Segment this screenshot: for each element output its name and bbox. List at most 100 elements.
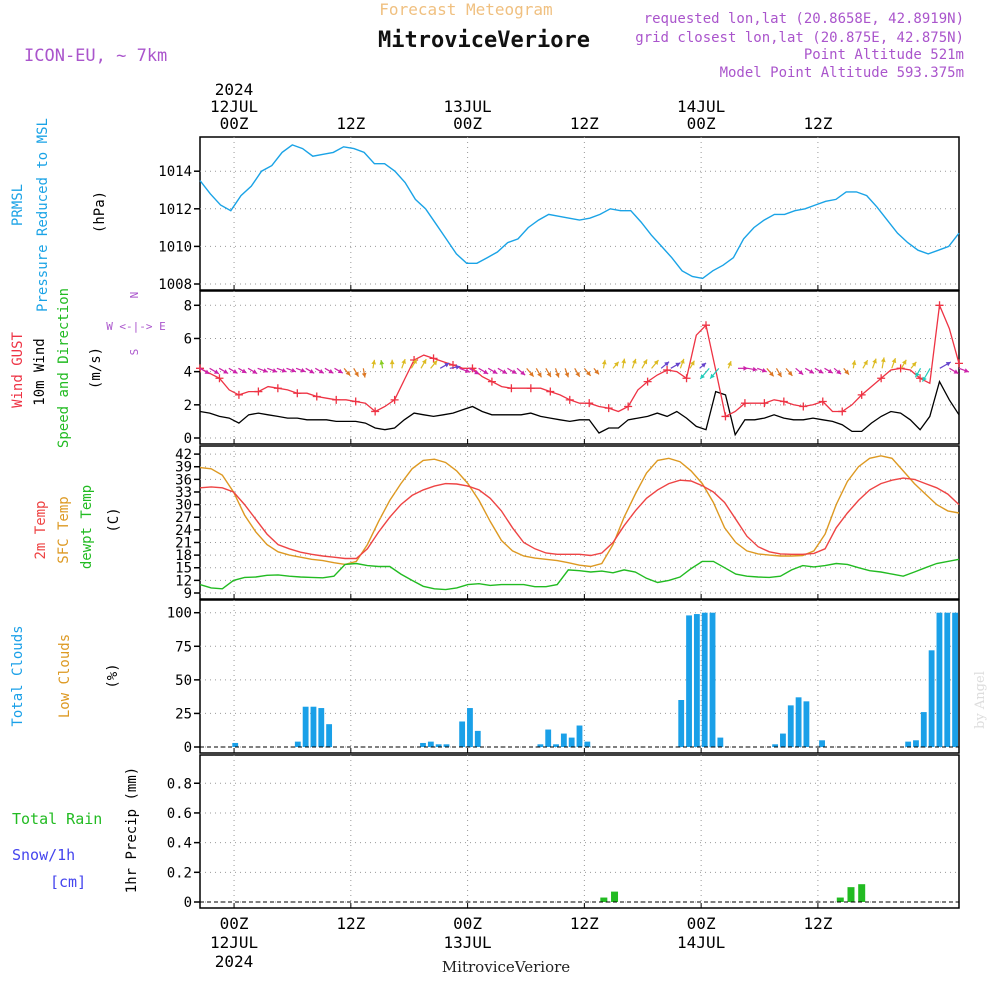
gust-marker <box>779 397 788 406</box>
cloud-bar <box>576 725 583 747</box>
axis-ticks: 1008101010121014024689121518212427303336… <box>158 164 819 911</box>
cloud-bar <box>459 721 466 747</box>
gust-marker <box>390 395 399 404</box>
location-title: MitroviceVeriore <box>378 28 590 53</box>
gust-marker <box>254 387 263 396</box>
gust-marker <box>702 321 710 330</box>
temp-unit: (C) <box>106 507 122 532</box>
wind-dir-arrowhead <box>361 372 367 378</box>
wind-dir-arrowhead <box>412 358 417 364</box>
top-time-label-4-0: 14JUL <box>677 97 725 116</box>
precip-side-labels: Total Rain Snow/1h [cm] 1hr Precip (mm) <box>12 767 140 893</box>
gust-marker <box>273 384 282 393</box>
wind-dir-arrowhead <box>575 371 580 377</box>
gust-label: Wind GUST <box>10 332 26 408</box>
wind-dir-arrowhead <box>213 369 219 374</box>
top-time-label-1-0: 12Z <box>336 114 365 133</box>
wind-dir-arrowhead <box>262 368 268 373</box>
wind-dir-arrowhead <box>851 360 857 366</box>
cloud-bar <box>952 612 958 747</box>
ytick-label-wind-1: 2 <box>184 398 192 414</box>
wind-dir-arrowhead <box>328 368 334 374</box>
bottom-time-label-0-0: 00Z <box>220 914 249 933</box>
wind-dir-arrowhead <box>880 357 886 363</box>
wind-dir-arrowhead <box>621 358 627 364</box>
bottom-time-label-5-0: 12Z <box>803 914 832 933</box>
model-point-altitude: Model Point Altitude 593.375m <box>720 65 964 81</box>
ytick-label-temp-0: 9 <box>184 586 192 602</box>
wind-dir-arrowhead <box>432 360 438 366</box>
ytick-label-temp-5: 24 <box>175 523 192 539</box>
wind-dir-arrowhead <box>455 364 461 370</box>
cloud-bar <box>701 612 708 747</box>
wind-dir-arrowhead <box>444 363 450 368</box>
ytick-label-temp-8: 33 <box>175 485 192 501</box>
gust-marker <box>643 377 652 386</box>
cloud-bar <box>467 708 473 747</box>
ytick-label-temp-3: 18 <box>175 548 192 564</box>
clouds-panel <box>199 599 960 754</box>
ytick-label-temp-1: 12 <box>175 573 192 589</box>
gust-marker <box>332 395 341 404</box>
wind-dir-arrowhead <box>601 359 607 365</box>
bottom-time-label-0-1: 12JUL <box>210 933 258 952</box>
wind-dir-arrowhead <box>555 372 560 378</box>
wind-dir-arrowhead <box>872 358 877 364</box>
grid-lines <box>200 137 959 908</box>
ytick-label-pressure-1: 1010 <box>158 239 192 255</box>
cloud-bar <box>420 742 426 747</box>
wind-dir-arrowhead <box>768 371 774 377</box>
pressure-line <box>199 144 960 280</box>
dewpt-label: dewpt Temp <box>79 485 95 569</box>
wind-dir-arrowhead <box>653 360 659 365</box>
cloud-bar <box>913 740 919 747</box>
wind-dir-arrowhead <box>710 373 715 379</box>
wind-dir-arrowhead <box>664 361 670 367</box>
cloud-bar <box>787 705 794 747</box>
bottom-time-label-1-0: 12Z <box>336 914 365 933</box>
cloud-bar <box>553 744 559 747</box>
cloud-bar <box>560 733 567 747</box>
wind-dir-arrowhead <box>371 359 377 365</box>
wind10m-label: 10m Wind <box>32 338 48 405</box>
gust-marker <box>721 412 730 421</box>
wind-dir-arrowhead <box>546 372 551 378</box>
temp2m-line <box>199 477 960 560</box>
wind-dir-arrowhead <box>844 369 849 375</box>
cloud-bar <box>443 744 450 747</box>
wind-dir-arrowhead <box>787 370 793 376</box>
ytick-label-precip-4: 0.8 <box>167 776 192 792</box>
precip-ylabel: 1hr Precip (mm) <box>124 767 140 893</box>
ytick-label-wind-2: 4 <box>184 365 192 381</box>
wind-dir-arrowhead <box>501 369 507 374</box>
requested-coords: requested lon,lat (20.8658E, 42.8919N) <box>644 11 964 27</box>
ytick-label-wind-3: 6 <box>184 331 192 347</box>
rain-bar <box>611 891 619 902</box>
wind-dir-arrowhead <box>809 369 815 374</box>
wind-dir-arrowhead <box>701 362 707 368</box>
gust-marker <box>351 397 360 406</box>
sfc-temp-line <box>199 455 960 568</box>
footer-location: MitroviceVeriore <box>442 958 570 976</box>
wind-dir-arrowhead <box>389 359 395 365</box>
cloud-bar <box>427 741 434 747</box>
cloud-bar <box>678 700 685 747</box>
wind-dir-arrowhead <box>290 368 296 373</box>
top-time-label-4-1: 00Z <box>687 114 716 133</box>
bottom-time-label-4-0: 00Z <box>687 914 716 933</box>
gust-marker <box>877 374 886 383</box>
top-time-label-2-0: 13JUL <box>444 97 492 116</box>
cloud-bar <box>568 737 575 747</box>
ytick-label-wind-4: 8 <box>184 298 192 314</box>
wind10m-line <box>199 379 960 437</box>
gust-marker <box>429 354 438 363</box>
wind-dir-arrowhead <box>945 361 951 367</box>
wind-dir-arrowhead <box>915 372 920 378</box>
wind-dir-arrowhead <box>642 359 648 365</box>
wind-dir-arrowhead <box>953 369 959 374</box>
compass-north: N <box>128 292 141 299</box>
cloud-bar <box>795 697 802 747</box>
top-time-label-0-0: 2024 <box>215 80 254 99</box>
wind-dir-arrowhead <box>752 366 758 372</box>
gust-line <box>199 302 960 418</box>
